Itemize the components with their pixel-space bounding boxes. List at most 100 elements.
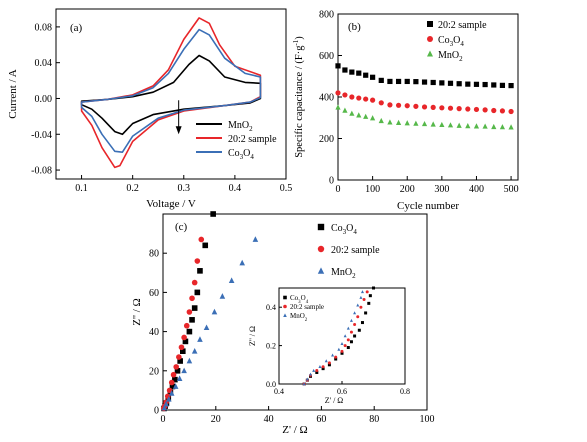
legend-a-label-part: 20:2 sample (228, 134, 277, 145)
x-tick-label: 400 (469, 184, 484, 195)
panel-c-xlabel: Z' / Ω (282, 424, 307, 436)
impedance-point-0 (186, 328, 193, 335)
impedance-point-0 (189, 317, 195, 323)
inset-point-2 (331, 353, 335, 357)
capacitance-point-2 (356, 112, 362, 118)
inset-point-0 (364, 311, 368, 315)
inset-point-0 (372, 286, 375, 290)
capacitance-point-1 (387, 102, 393, 108)
legend-c-label-0-part: O (346, 223, 353, 234)
y-tick-label: 400 (319, 93, 334, 104)
inset-point-2 (359, 295, 363, 299)
legend-c-label-0: Co3O4 (331, 223, 357, 236)
panel-a-xlabel: Voltage / V (146, 198, 196, 210)
impedance-point-2 (228, 277, 235, 284)
inset-point-2 (340, 341, 344, 345)
inset-point-0 (360, 321, 364, 325)
inset-y-tick-label: 0.4 (266, 303, 276, 312)
impedance-point-2 (191, 347, 198, 354)
capacitance-point-0 (404, 78, 410, 85)
x-tick-label: 20 (211, 414, 221, 425)
x-tick-label: 100 (420, 414, 435, 425)
capacitance-point-2 (413, 120, 419, 126)
legend-b-marker-1 (427, 36, 433, 42)
inset-point-1 (321, 365, 325, 369)
impedance-point-2 (176, 375, 183, 382)
capacitance-point-2 (447, 122, 454, 128)
legend-c-marker-2 (317, 267, 325, 274)
x-tick-label: 500 (504, 184, 519, 195)
inset-point-0 (349, 340, 353, 344)
capacitance-point-0 (370, 74, 376, 80)
x-tick-label: 0.5 (280, 183, 293, 194)
capacitance-point-2 (421, 120, 428, 127)
capacitance-point-2 (465, 123, 471, 129)
inset-ylabel: Z'' / Ω (248, 326, 257, 346)
capacitance-point-0 (491, 82, 497, 88)
capacitance-point-0 (421, 79, 428, 85)
inset-legend-label-2-part: MnO (290, 312, 305, 320)
inset-legend-marker-1 (283, 304, 287, 309)
capacitance-point-0 (447, 80, 454, 86)
inset-point-2 (302, 382, 306, 386)
capacitance-point-0 (356, 70, 362, 76)
capacitance-point-2 (491, 123, 497, 130)
capacitance-point-0 (378, 77, 384, 83)
impedance-point-2 (161, 404, 168, 411)
panel-a-axes (55, 8, 287, 180)
capacitance-point-2 (387, 119, 393, 125)
y-tick-label: -0.04 (31, 130, 52, 141)
capacitance-point-0 (335, 63, 341, 69)
capacitance-point-1 (342, 92, 348, 98)
capacitance-point-0 (363, 72, 369, 78)
inset-point-2 (312, 368, 316, 372)
capacitance-point-1 (430, 104, 436, 110)
inset-point-1 (327, 361, 331, 365)
inset-point-0 (367, 301, 371, 305)
legend-b-label-2: MnO2 (438, 50, 463, 63)
capacitance-point-2 (439, 121, 445, 128)
legend-b-marker-2 (427, 50, 433, 57)
impedance-point-1 (183, 322, 190, 329)
cv-curve-2 (80, 28, 262, 153)
impedance-point-0 (169, 383, 176, 390)
x-tick-label: 100 (365, 184, 380, 195)
inset-point-0 (346, 346, 350, 350)
capacitance-point-0 (473, 81, 480, 87)
inset-point-2 (318, 364, 322, 368)
impedance-point-1 (189, 295, 195, 302)
capacitance-point-1 (395, 102, 402, 108)
capacitance-point-2 (349, 110, 355, 116)
inset-point-0 (340, 351, 344, 355)
y-tick-label: -0.08 (31, 166, 52, 177)
impedance-point-0 (172, 376, 178, 383)
capacitance-point-2 (378, 117, 384, 124)
legend-c-label-2-part: MnO (331, 267, 352, 278)
inset-xlabel: Z' / Ω (325, 396, 344, 405)
y-tick-label: 0.00 (35, 94, 53, 105)
inset-legend-marker-2 (283, 313, 287, 318)
inset-legend-label-2: MnO2 (290, 312, 308, 323)
y-tick-label: 60 (149, 288, 159, 299)
impedance-point-2 (166, 396, 172, 402)
capacitance-point-0 (439, 80, 445, 86)
inset-point-1 (349, 330, 353, 334)
impedance-point-1 (198, 236, 205, 243)
impedance-point-2 (168, 390, 175, 396)
capacitance-point-2 (342, 107, 348, 113)
capacitance-point-1 (370, 97, 376, 103)
capacitance-point-0 (508, 82, 514, 89)
y-tick-label: 40 (149, 327, 159, 338)
legend-a-label-1: 20:2 sample (228, 134, 277, 145)
impedance-point-2 (181, 367, 187, 374)
scan-arrow-head (175, 126, 182, 135)
impedance-point-0 (197, 268, 203, 274)
legend-b-label-1-part: 3 (450, 40, 454, 48)
y-tick-label: 20 (149, 366, 159, 377)
impedance-point-0 (210, 211, 216, 217)
legend-c-label-0-part: 4 (353, 228, 357, 236)
y-tick-label: 0.08 (35, 22, 53, 33)
legend-c-label-2-part: 2 (352, 272, 356, 280)
impedance-point-0 (177, 358, 183, 364)
